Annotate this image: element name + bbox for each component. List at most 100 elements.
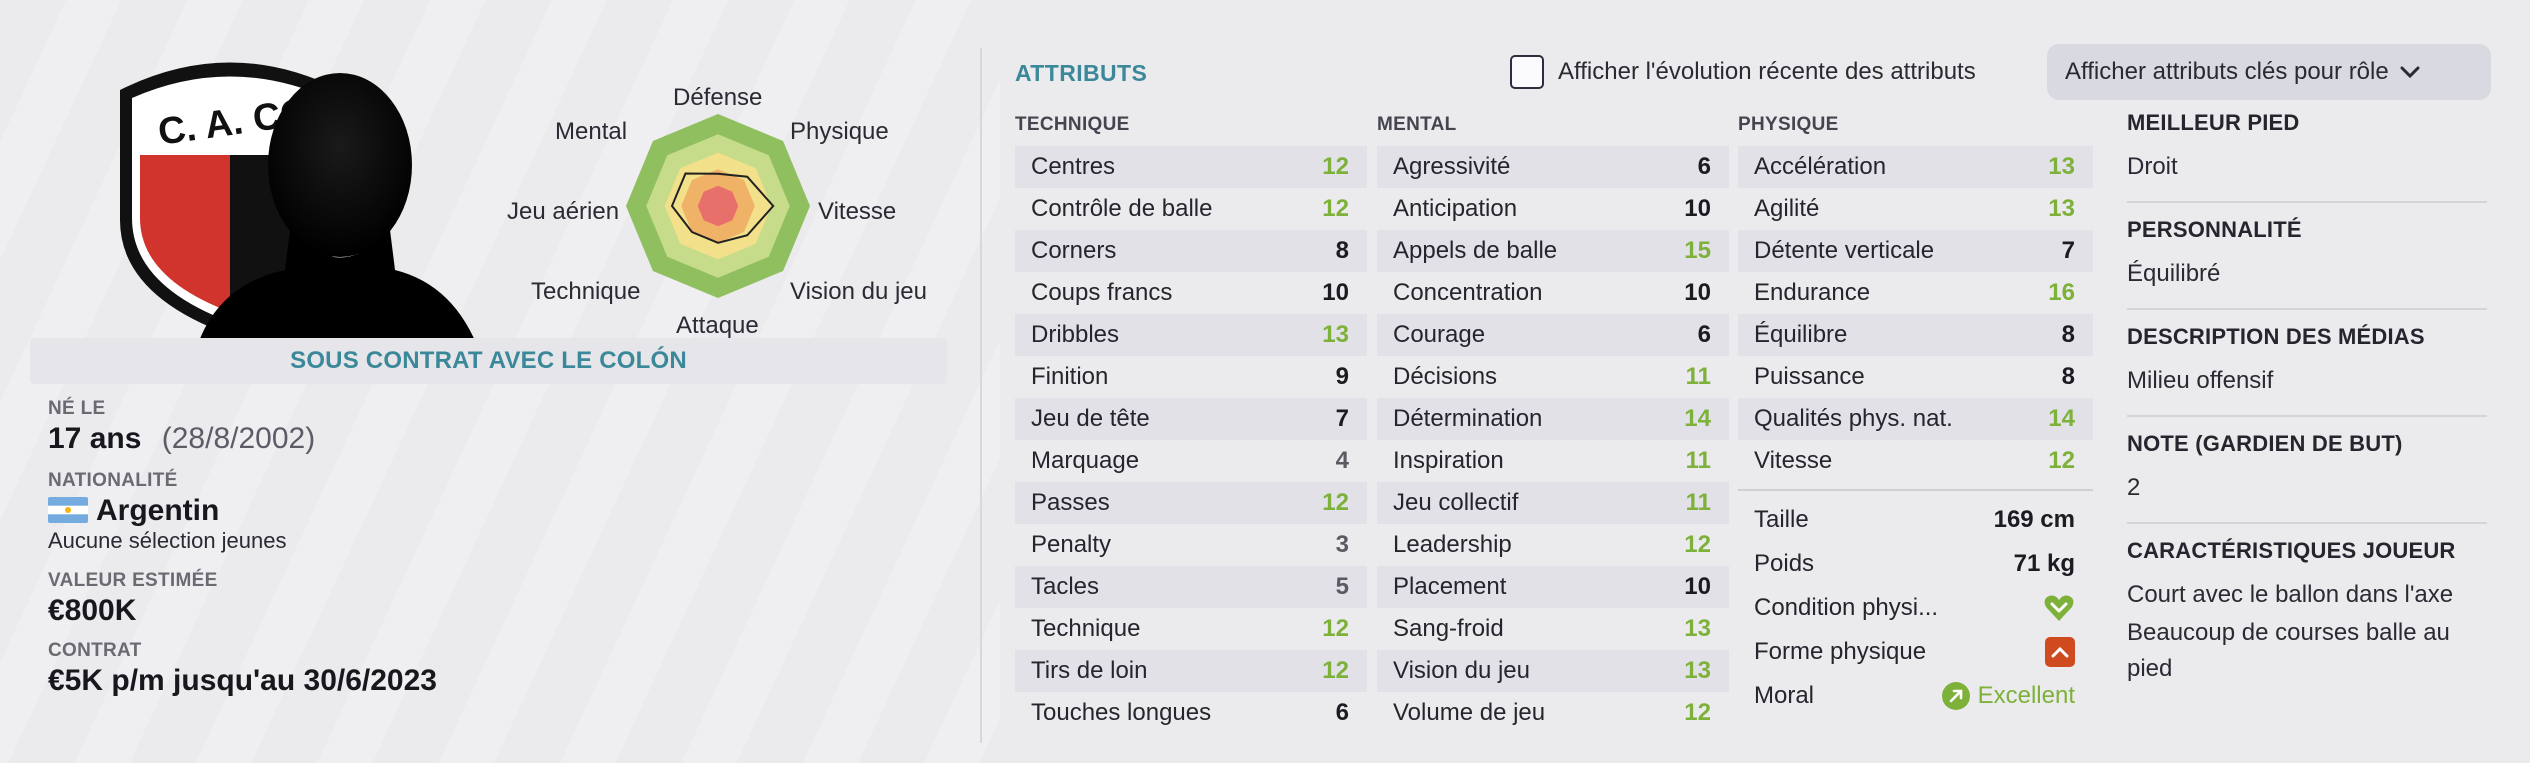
weight-row: Poids 71 kg	[1738, 542, 2093, 586]
attribute-value: 6	[1335, 699, 1349, 726]
attribute-value: 3	[1335, 531, 1349, 558]
attribute-name: Contrôle de balle	[1031, 195, 1213, 222]
contract-value: €5K p/m jusqu'au 30/6/2023	[48, 664, 437, 697]
attribute-row[interactable]: Placement 10	[1377, 566, 1729, 608]
attribute-row[interactable]: Vitesse 12	[1738, 440, 2093, 482]
player-details-panel: MEILLEUR PIED Droit PERSONNALITÉ Équilib…	[2127, 110, 2487, 715]
attribute-value: 11	[1685, 489, 1711, 516]
attribute-value: 10	[1684, 279, 1711, 306]
morale-status: Excellent	[1941, 682, 2075, 710]
attribute-name: Détermination	[1393, 405, 1543, 432]
attribute-name: Accélération	[1754, 153, 1887, 180]
attribute-name: Tacles	[1031, 573, 1100, 600]
attribute-row[interactable]: Sang-froid 13	[1377, 608, 1729, 650]
attribute-row[interactable]: Agilité 13	[1738, 188, 2093, 230]
attribute-name: Détente verticale	[1754, 237, 1935, 264]
morale-row[interactable]: Moral Excellent	[1738, 674, 2093, 718]
attribute-row[interactable]: Coups francs 10	[1015, 272, 1367, 314]
media-description-section: DESCRIPTION DES MÉDIAS Milieu offensif	[2127, 324, 2487, 417]
personality-label: PERSONNALITÉ	[2127, 217, 2302, 242]
attribute-value: 8	[2061, 321, 2075, 348]
youth-caps: Aucune sélection jeunes	[48, 528, 287, 553]
height-row: Taille 169 cm	[1738, 498, 2093, 542]
attribute-row[interactable]: Endurance 16	[1738, 272, 2093, 314]
player-trait[interactable]: Court avec le ballon dans l'axe	[2127, 581, 2454, 608]
attribute-name: Dribbles	[1031, 321, 1120, 348]
attribute-row[interactable]: Accélération 13	[1738, 146, 2093, 188]
attribute-value: 16	[2048, 279, 2075, 306]
contract-label: CONTRAT	[48, 640, 142, 661]
role-key-attributes-dropdown[interactable]: Afficher attributs clés pour rôle	[2047, 44, 2491, 100]
attribute-name: Leadership	[1393, 531, 1512, 558]
attribute-row[interactable]: Jeu collectif 11	[1377, 482, 1729, 524]
attribute-row[interactable]: Appels de balle 15	[1377, 230, 1729, 272]
attribute-value: 14	[1684, 405, 1711, 432]
mental-attributes-list: Agressivité 6 Anticipation 10 Appels de ball…	[1377, 146, 1729, 734]
attribute-value: 8	[2061, 363, 2075, 390]
attribute-row[interactable]: Anticipation 10	[1377, 188, 1729, 230]
attribute-name: Anticipation	[1393, 195, 1518, 222]
radar-label-vision: Vision du jeu	[790, 278, 927, 305]
attribute-value: 12	[1322, 615, 1349, 642]
condition-row[interactable]: Condition physi...	[1738, 586, 2093, 630]
attribute-value: 14	[2048, 405, 2075, 432]
attribute-row[interactable]: Dribbles 13	[1015, 314, 1367, 356]
attribute-row[interactable]: Concentration 10	[1377, 272, 1729, 314]
attribute-row[interactable]: Passes 12	[1015, 482, 1367, 524]
attribute-row[interactable]: Agressivité 6	[1377, 146, 1729, 188]
attribute-value: 6	[1697, 321, 1711, 348]
show-evolution-toggle[interactable]: Afficher l'évolution récente des attribu…	[1510, 55, 1976, 89]
attribute-row[interactable]: Détermination 14	[1377, 398, 1729, 440]
attribute-row[interactable]: Qualités phys. nat. 14	[1738, 398, 2093, 440]
technique-attributes-list: Centres 12 Contrôle de balle 12 Corners 8 Coup…	[1015, 146, 1367, 734]
column-header-mental: MENTAL	[1377, 114, 1457, 135]
attribute-row[interactable]: Vision du jeu 13	[1377, 650, 1729, 692]
player-trait[interactable]: Beaucoup de courses balle au pied	[2127, 619, 2450, 682]
attribute-row[interactable]: Puissance 8	[1738, 356, 2093, 398]
attribute-row[interactable]: Inspiration 11	[1377, 440, 1729, 482]
attribute-name: Placement	[1393, 573, 1507, 600]
attribute-row[interactable]: Technique 12	[1015, 608, 1367, 650]
nationality-line[interactable]: Argentin	[48, 494, 928, 528]
radar-label-vitesse: Vitesse	[818, 198, 897, 225]
attribute-value: 13	[1322, 321, 1349, 348]
attribute-value: 12	[1322, 153, 1349, 180]
age-value: 17 ans	[48, 422, 142, 455]
attribute-name: Concentration	[1393, 279, 1543, 306]
form-arrow-up-icon	[2045, 637, 2075, 667]
attribute-name: Vision du jeu	[1393, 657, 1530, 684]
attribute-row[interactable]: Centres 12	[1015, 146, 1367, 188]
attributes-title: ATTRIBUTS	[1015, 60, 1148, 86]
attribute-row[interactable]: Marquage 4	[1015, 440, 1367, 482]
attribute-row[interactable]: Volume de jeu 12	[1377, 692, 1729, 734]
attribute-row[interactable]: Détente verticale 7	[1738, 230, 2093, 272]
attribute-row[interactable]: Leadership 12	[1377, 524, 1729, 566]
attribute-row[interactable]: Tacles 5	[1015, 566, 1367, 608]
attribute-name: Courage	[1393, 321, 1486, 348]
attribute-row[interactable]: Contrôle de balle 12	[1015, 188, 1367, 230]
birth-date: (28/8/2002)	[161, 422, 316, 455]
player-info: NÉ LE 17 ans (28/8/2002) NATIONALITÉ Arg…	[48, 398, 928, 698]
radar-label-physique: Physique	[790, 118, 889, 145]
attribute-row[interactable]: Décisions 11	[1377, 356, 1729, 398]
attribute-row[interactable]: Tirs de loin 12	[1015, 650, 1367, 692]
attribute-row[interactable]: Corners 8	[1015, 230, 1367, 272]
attribute-row[interactable]: Équilibre 8	[1738, 314, 2093, 356]
attribute-value: 4	[1335, 447, 1349, 474]
attribute-value: 13	[2048, 195, 2075, 222]
attribute-row[interactable]: Touches longues 6	[1015, 692, 1367, 734]
attribute-row[interactable]: Penalty 3	[1015, 524, 1367, 566]
attribute-row[interactable]: Finition 9	[1015, 356, 1367, 398]
weight-label: Poids	[1754, 550, 1815, 577]
born-label: NÉ LE	[48, 398, 106, 419]
attribute-name: Sang-froid	[1393, 615, 1504, 642]
attribute-name: Jeu collectif	[1393, 489, 1519, 516]
attribute-row[interactable]: Courage 6	[1377, 314, 1729, 356]
attribute-row[interactable]: Jeu de tête 7	[1015, 398, 1367, 440]
attribute-name: Inspiration	[1393, 447, 1504, 474]
attribute-name: Endurance	[1754, 279, 1871, 306]
condition-label: Condition physi...	[1754, 594, 1939, 621]
attribute-name: Technique	[1031, 615, 1141, 642]
evolution-checkbox[interactable]	[1510, 55, 1544, 89]
form-row[interactable]: Forme physique	[1738, 630, 2093, 674]
